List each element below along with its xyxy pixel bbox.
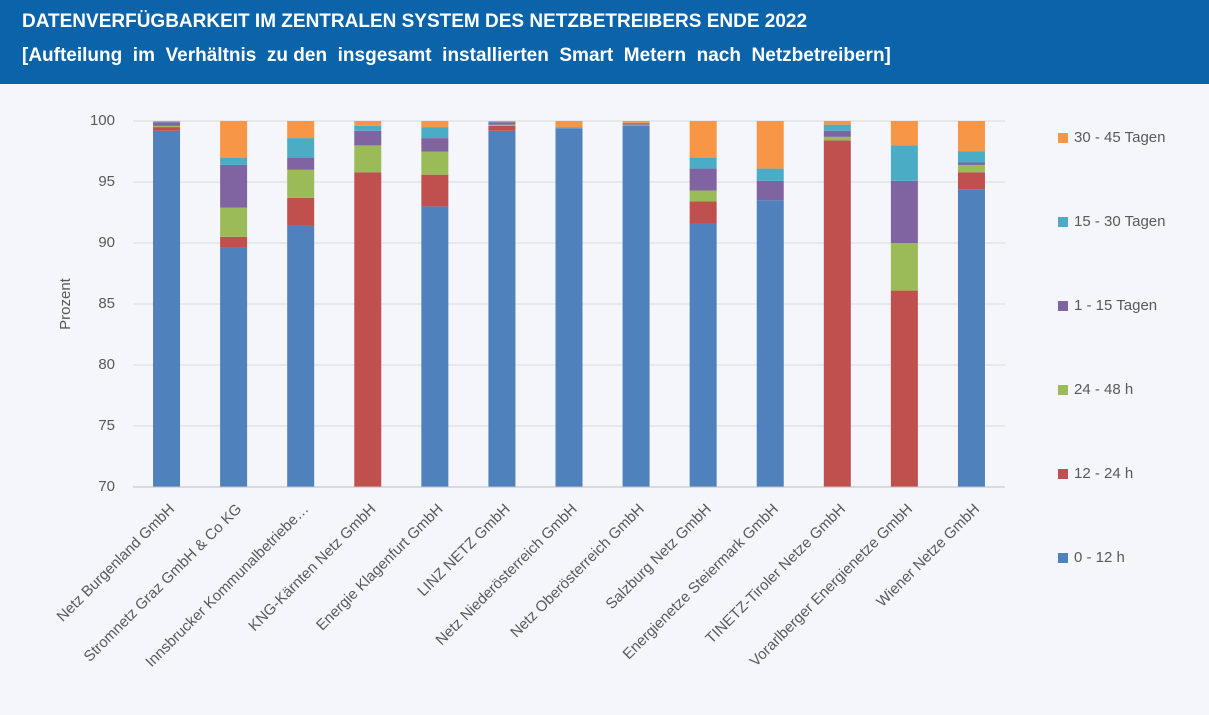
bar-segment [287, 121, 315, 139]
legend-label: 24 - 48 h [1074, 381, 1133, 398]
legend-swatch [1058, 385, 1068, 395]
bar-segment [689, 190, 717, 202]
bar-segment [421, 151, 449, 175]
y-tick-label: 70 [98, 478, 115, 495]
bar-segment [220, 236, 248, 248]
legend-label: 1 - 15 Tagen [1074, 297, 1157, 314]
bar-segment [890, 121, 918, 146]
bar-segment [488, 125, 516, 131]
bar-segment [689, 201, 717, 224]
bar-segment [488, 121, 516, 123]
bar-segment [153, 122, 181, 126]
bar-segment [153, 130, 181, 487]
bar-segment [488, 121, 516, 122]
bar-segment [689, 223, 717, 488]
legend-swatch [1058, 133, 1068, 143]
bar-segment [153, 121, 181, 122]
legend-label: 30 - 45 Tagen [1074, 129, 1165, 146]
bar-segment [287, 169, 315, 198]
bar-segment [689, 168, 717, 191]
bar-segment [555, 121, 583, 128]
bar-segment [287, 225, 315, 488]
legend-swatch [1058, 553, 1068, 563]
bar-segment [890, 180, 918, 243]
legend-swatch [1058, 469, 1068, 479]
bar-segment [220, 157, 248, 165]
y-tick-label: 90 [98, 234, 115, 251]
bar-segment [354, 125, 382, 131]
bar-segment [622, 122, 650, 124]
bar-segment [153, 127, 181, 131]
bar-segment [957, 121, 985, 152]
bar-segment [957, 164, 985, 173]
bar-segment [287, 157, 315, 170]
bar-segment [354, 121, 382, 126]
bar-segment [823, 124, 851, 131]
y-tick-label: 95 [98, 173, 115, 190]
bar-segment [957, 172, 985, 190]
bar-segment [756, 200, 784, 488]
bar-segment [421, 121, 449, 128]
chart-subtitle: [Aufteilung im Verhältnis zu den insgesa… [22, 45, 891, 66]
bar-segment [622, 121, 650, 123]
bar-segment [756, 121, 784, 169]
legend-label: 12 - 24 h [1074, 465, 1133, 482]
bar-segment [220, 164, 248, 208]
y-tick-label: 80 [98, 356, 115, 373]
bar-segment [488, 124, 516, 126]
bar-segment [689, 157, 717, 169]
bar-segment [756, 168, 784, 181]
bar-segment [421, 174, 449, 207]
bar-segment [287, 197, 315, 226]
bar-segment [756, 180, 784, 201]
bar-segment [354, 172, 382, 488]
bar-segment [220, 207, 248, 237]
bar-segment [354, 145, 382, 173]
bar-segment [421, 127, 449, 139]
bar-segment [421, 138, 449, 152]
chart-title: DATENVERFÜGBARKEIT IM ZENTRALEN SYSTEM D… [22, 11, 807, 32]
bar-segment [890, 290, 918, 487]
bar-segment [622, 125, 650, 126]
bar-segment [220, 247, 248, 487]
y-tick-label: 85 [98, 295, 115, 312]
bar-segment [153, 121, 181, 123]
legend-swatch [1058, 301, 1068, 311]
bar-segment [488, 130, 516, 487]
y-tick-label: 75 [98, 417, 115, 434]
bar-segment [957, 151, 985, 163]
bar-segment [220, 121, 248, 158]
legend-swatch [1058, 217, 1068, 227]
bar-segment [957, 189, 985, 487]
bar-segment [555, 127, 583, 129]
legend-label: 0 - 12 h [1074, 549, 1125, 566]
bar-segment [957, 162, 985, 165]
bar-segment [823, 140, 851, 487]
bar-segment [354, 130, 382, 146]
y-axis-label: Prozent [57, 277, 74, 330]
bar-segment [622, 124, 650, 126]
bar-segment [890, 243, 918, 291]
bar-segment [555, 128, 583, 487]
legend-label: 15 - 30 Tagen [1074, 213, 1165, 230]
bar-segment [287, 138, 315, 158]
bar-segment [890, 145, 918, 181]
header [0, 0, 1209, 84]
bar-segment [488, 122, 516, 125]
bar-segment [153, 125, 181, 128]
y-tick-label: 100 [90, 112, 115, 129]
bar-segment [823, 136, 851, 141]
bar-segment [823, 130, 851, 137]
bar-segment [689, 121, 717, 158]
bar-segment [622, 123, 650, 125]
bar-segment [823, 121, 851, 125]
bar-segment [622, 125, 650, 487]
bar-segment [421, 206, 449, 487]
